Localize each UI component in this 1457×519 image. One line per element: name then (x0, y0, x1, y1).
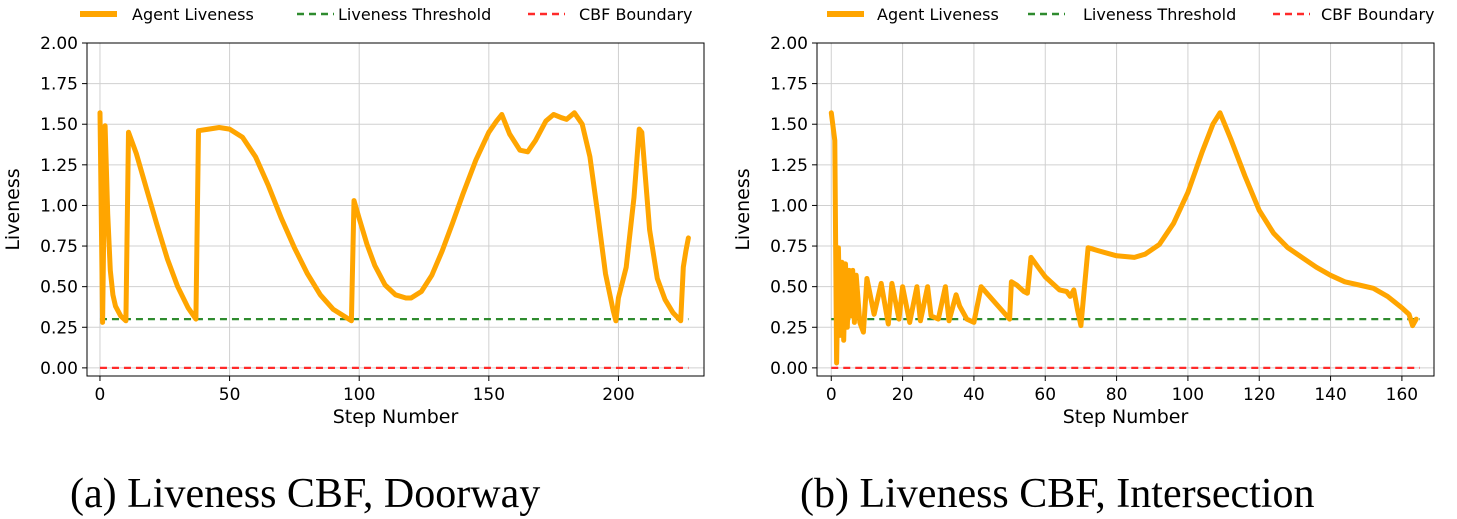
a-ytick-label: 0.75 (40, 237, 78, 257)
a-ytick-label: 1.00 (40, 196, 78, 216)
legend-a-boundary-label: CBF Boundary (579, 5, 693, 24)
a-xlabel: Step Number (333, 406, 459, 428)
b-ytick-label: 0.25 (770, 318, 808, 338)
a-agent-liveness-line (97, 110, 691, 325)
legend-a-agent-label: Agent Liveness (132, 5, 254, 24)
b-xtick-label: 20 (892, 385, 914, 405)
a-ytick-label: 0.00 (40, 359, 78, 379)
a-ytick-label: 0.50 (40, 278, 78, 298)
b-ytick-label: 0.00 (770, 359, 808, 379)
a-ytick-label: 1.50 (40, 115, 78, 135)
b-xlabel: Step Number (1063, 406, 1189, 428)
a-ytick-label: 2.00 (40, 34, 78, 54)
legend-b-threshold-label: Liveness Threshold (1083, 5, 1236, 24)
legend-a: Agent Liveness Liveness Threshold CBF Bo… (80, 5, 693, 24)
b-xtick-label: 0 (826, 385, 837, 405)
b-xtick-label: 160 (1386, 385, 1418, 405)
b-xtick-label: 60 (1034, 385, 1056, 405)
b-ytick-label: 2.00 (770, 34, 808, 54)
a-ytick-label: 0.25 (40, 318, 78, 338)
a-xtick-label: 50 (219, 385, 241, 405)
caption-a: (a) Liveness CBF, Doorway (70, 471, 540, 517)
a-xtick-label: 200 (602, 385, 634, 405)
legend-a-threshold-label: Liveness Threshold (338, 5, 491, 24)
a-ytick-label: 1.75 (40, 75, 78, 95)
a-xtick-label: 150 (473, 385, 505, 405)
b-xtick-label: 40 (963, 385, 985, 405)
b-xtick-label: 140 (1314, 385, 1346, 405)
caption-b: (b) Liveness CBF, Intersection (800, 471, 1315, 517)
b-ytick-label: 0.75 (770, 237, 808, 257)
b-ytick-label: 1.00 (770, 196, 808, 216)
b-ytick-label: 0.50 (770, 278, 808, 298)
b-plot-frame (816, 42, 1435, 377)
chart-a: 0.00 0.25 0.50 0.75 1.00 1.25 1.50 1.75 2.00 0 50 1… (2, 34, 705, 428)
a-plot-frame (86, 42, 705, 377)
b-xtick-label: 100 (1172, 385, 1204, 405)
b-xtick-label: 120 (1243, 385, 1275, 405)
a-ylabel: Liveness (2, 168, 24, 250)
b-ytick-label: 1.50 (770, 115, 808, 135)
legend-b: Agent Liveness Liveness Threshold CBF Bo… (827, 5, 1435, 24)
b-agent-liveness-line (828, 110, 1419, 366)
a-xtick-label: 100 (343, 385, 375, 405)
legend-b-agent-label: Agent Liveness (877, 5, 999, 24)
a-ytick-label: 1.25 (40, 156, 78, 176)
a-xtick-label: 0 (95, 385, 106, 405)
chart-b: 0.00 0.25 0.50 0.75 1.00 1.25 1.50 1.75 2.00 0 20 4… (732, 34, 1435, 428)
b-ytick-label: 1.25 (770, 156, 808, 176)
legend-b-boundary-label: CBF Boundary (1321, 5, 1435, 24)
b-xtick-label: 80 (1106, 385, 1128, 405)
b-ylabel: Liveness (732, 168, 754, 250)
b-ytick-label: 1.75 (770, 75, 808, 95)
